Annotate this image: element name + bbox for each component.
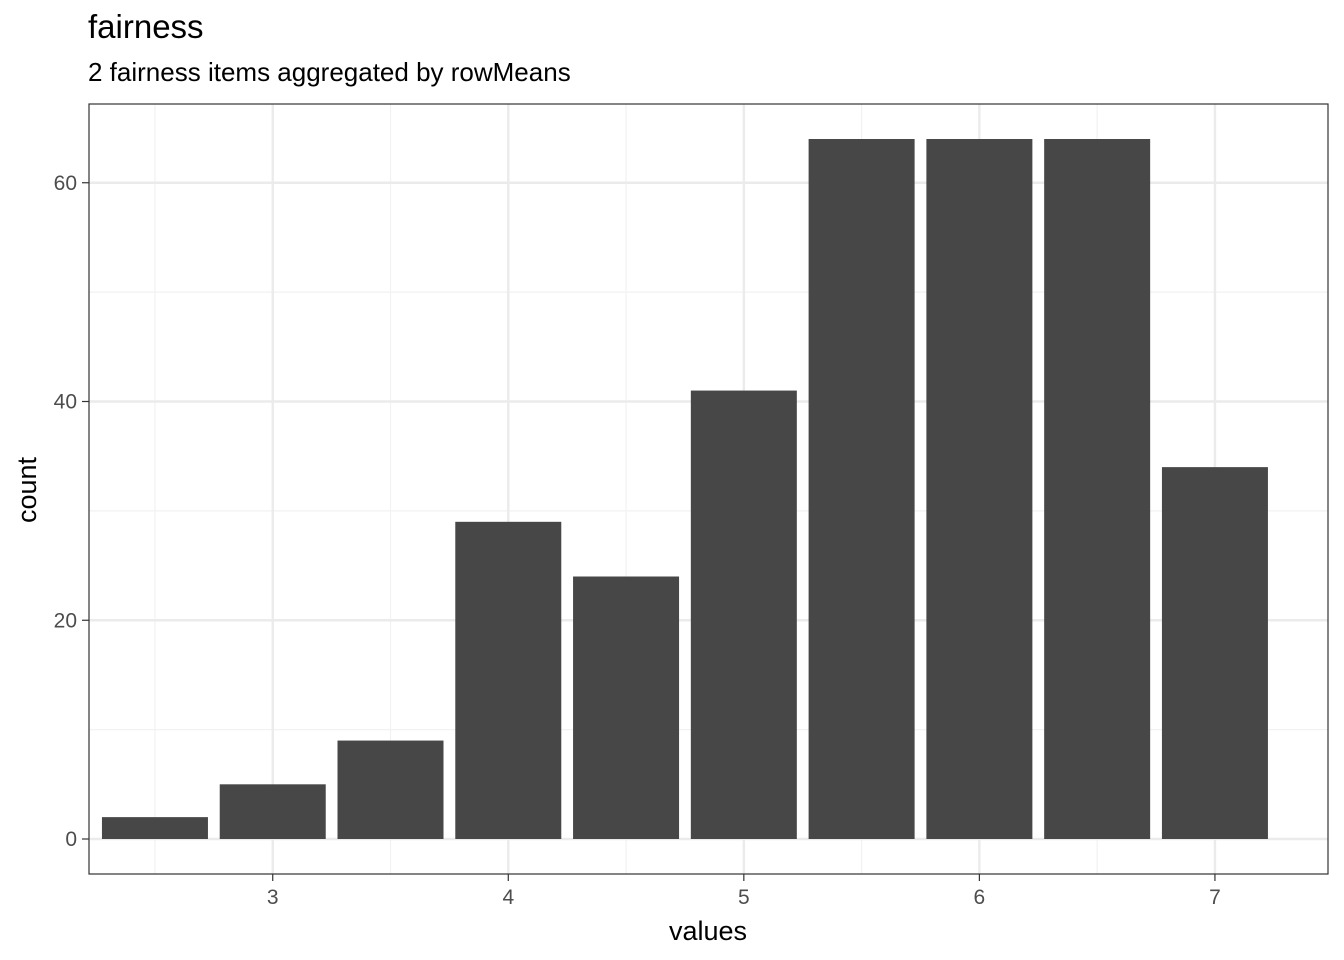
y-tick-label: 0 bbox=[65, 828, 77, 851]
chart-title: fairness bbox=[88, 8, 204, 45]
y-tick-label: 60 bbox=[54, 172, 77, 195]
bar bbox=[808, 139, 915, 839]
bar bbox=[926, 139, 1033, 839]
bars bbox=[101, 139, 1268, 839]
x-tick-label: 5 bbox=[738, 886, 750, 909]
y-tick-label: 40 bbox=[54, 391, 77, 414]
bar bbox=[690, 390, 797, 839]
y-tick-label: 20 bbox=[54, 609, 77, 632]
y-axis-title: count bbox=[12, 456, 42, 523]
bar bbox=[101, 817, 208, 839]
bar bbox=[1161, 467, 1268, 839]
axes: 0 20 40 60 3 4 5 6 7 bbox=[54, 172, 1221, 909]
x-tick-label: 4 bbox=[502, 886, 514, 909]
bar bbox=[455, 521, 562, 839]
panel-border bbox=[88, 103, 1329, 875]
chart-subtitle: 2 fairness items aggregated by rowMeans bbox=[88, 57, 571, 87]
x-tick-label: 3 bbox=[267, 886, 279, 909]
x-tick-label: 7 bbox=[1209, 886, 1221, 909]
bar bbox=[573, 576, 680, 839]
x-axis-title: values bbox=[669, 916, 747, 946]
bar bbox=[1044, 139, 1151, 839]
bar bbox=[337, 740, 444, 839]
x-tick-label: 6 bbox=[974, 886, 986, 909]
bar bbox=[219, 784, 326, 839]
